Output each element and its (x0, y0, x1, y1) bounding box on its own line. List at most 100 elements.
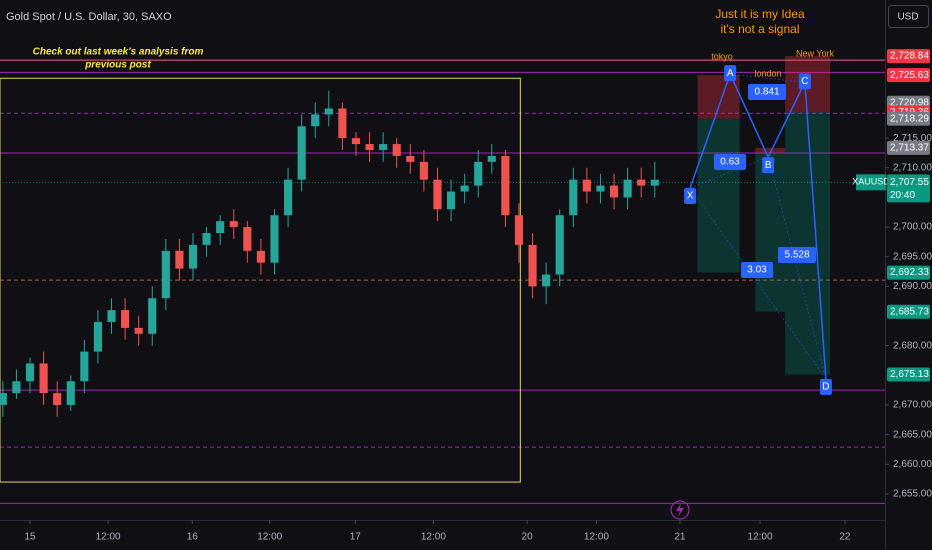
target-zone (697, 118, 740, 273)
candle-body (256, 250, 265, 263)
candle-body (0, 393, 7, 405)
currency-label[interactable]: USD (897, 12, 918, 23)
y-tick-label: 2,690.00 (893, 281, 932, 292)
candle-body (188, 244, 198, 269)
price-label: 2,685.73 (890, 306, 929, 317)
price-label-box (887, 49, 930, 64)
candle-body (175, 250, 184, 269)
candle-body (406, 155, 415, 162)
price-label-box (887, 68, 930, 83)
candle-body (311, 114, 320, 127)
candle-body (297, 126, 306, 180)
candle-body (351, 138, 361, 145)
countdown: 20:40 (890, 190, 915, 201)
price-label: 2,720.98 (890, 97, 929, 108)
point-box (762, 157, 775, 174)
candle-body (93, 321, 103, 352)
candle-body (80, 351, 89, 382)
point-box (684, 187, 697, 204)
ratio-box (778, 247, 816, 263)
lightning-icon[interactable] (670, 500, 690, 520)
candle-body (216, 221, 225, 234)
y-tick-label: 2,660.00 (893, 459, 932, 470)
chart-title: Gold Spot / U.S. Dollar, 30, SAXO (6, 11, 172, 23)
candle-body (148, 298, 157, 334)
annotation-text: Check out last week's analysis from (33, 47, 204, 58)
price-label: 2,713.37 (890, 142, 929, 153)
candle-body (596, 185, 605, 192)
y-tick-label: 2,670.00 (893, 400, 932, 411)
candle-body (324, 108, 333, 115)
x-tick-label: 22 (839, 532, 851, 543)
candle-body (134, 327, 143, 334)
annotation-text: previous post (84, 60, 151, 71)
point-label: X (687, 191, 694, 202)
stop-zone (697, 75, 740, 119)
candle-body (53, 393, 62, 405)
candle-body (474, 161, 483, 186)
candle-body (433, 179, 442, 210)
y-tick-label: 2,710.00 (893, 162, 932, 173)
currency-button[interactable] (888, 5, 929, 28)
ratio-label: 0.63 (720, 157, 740, 168)
candle-body (39, 363, 48, 394)
candle-body (637, 179, 646, 186)
session-label: london (754, 68, 781, 78)
candle-body (609, 185, 619, 198)
point-label: A (727, 68, 734, 79)
pattern-guide (689, 187, 827, 380)
annotation-text: it's not a signal (720, 22, 799, 36)
icon-circle[interactable] (670, 500, 690, 520)
y-tick-label: 2,700.00 (893, 222, 932, 233)
current-price: 2,707.55 (890, 177, 929, 188)
point-box (819, 378, 832, 395)
candle-body (365, 144, 374, 151)
candle-body (338, 108, 347, 139)
target-zone (755, 152, 786, 312)
ratio-box (741, 262, 773, 278)
candle-body (379, 144, 388, 151)
point-label: D (822, 382, 829, 393)
point-box (724, 65, 737, 82)
x-tick-label: 16 (187, 532, 199, 543)
ratio-box (748, 84, 786, 100)
y-tick-label: 2,665.00 (893, 429, 932, 440)
candle-body (229, 221, 238, 228)
candle-body (419, 161, 428, 180)
annotation-text: Just it is my Idea (715, 7, 805, 21)
candle-body (12, 381, 21, 394)
candle-body (528, 244, 537, 287)
ratio-label: 3.03 (747, 265, 767, 276)
session-label: New York (796, 48, 835, 58)
candle-body (542, 274, 551, 287)
x-tick-label: 21 (674, 532, 686, 543)
y-tick-label: 2,680.00 (893, 340, 932, 351)
current-price-box (887, 174, 930, 203)
y-tick-label: 2,655.00 (893, 489, 932, 500)
stop-zone (755, 147, 786, 153)
point-box (798, 73, 811, 90)
range-box (0, 77, 521, 483)
candle-body (582, 179, 591, 192)
point-label: B (765, 160, 772, 171)
candle-body (569, 179, 578, 216)
candle-body (270, 215, 279, 263)
icon-bolt[interactable] (676, 503, 684, 517)
price-label: 2,728.84 (890, 51, 929, 62)
point-label: C (801, 76, 808, 87)
price-label: 2,675.13 (890, 369, 929, 380)
candle-body (446, 191, 456, 210)
x-tick-label: 12:00 (584, 532, 609, 543)
x-tick-label: 17 (350, 532, 362, 543)
ratio-box (714, 154, 746, 170)
symbol-box (856, 174, 886, 191)
candle-body (202, 233, 211, 245)
session-label: tokyo (711, 51, 733, 61)
candle-body (121, 310, 130, 328)
candle-body (555, 215, 564, 275)
price-label: 2,725.63 (890, 70, 929, 81)
price-label-box (887, 111, 930, 126)
pattern-guide (689, 156, 769, 189)
x-tick-label: 12:00 (257, 532, 282, 543)
